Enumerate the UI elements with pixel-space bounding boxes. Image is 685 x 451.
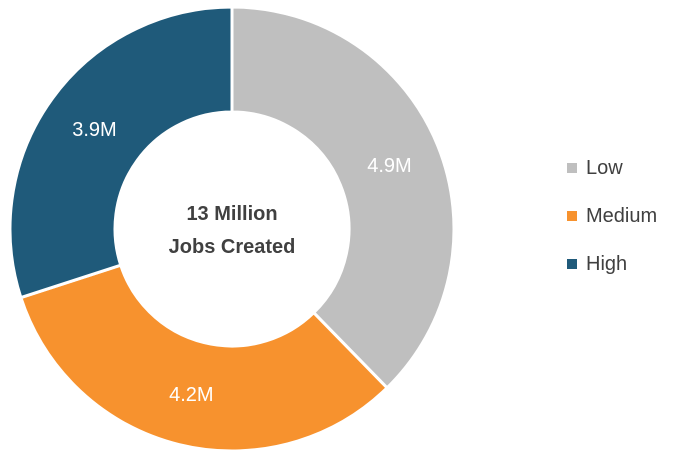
legend-item-high: High — [567, 252, 657, 276]
legend-label-high: High — [586, 252, 628, 275]
legend-item-low: Low — [567, 156, 657, 180]
slice-medium — [18, 263, 390, 451]
legend-label-low: Low — [586, 156, 623, 179]
legend-label-medium: Medium — [586, 204, 658, 227]
slice-labels: 4.9M 4.2M 3.9M — [72, 119, 411, 406]
slice-label-high: 3.9M — [72, 119, 116, 141]
slice-label-medium: 4.2M — [169, 384, 213, 406]
legend-swatch-medium — [567, 211, 577, 221]
slice-label-low: 4.9M — [367, 155, 411, 177]
center-label-line-1: 13 Million — [186, 203, 277, 225]
center-label-line-2: Jobs Created — [169, 236, 296, 258]
legend-swatch-low — [567, 163, 577, 173]
legend: Low Medium High — [567, 156, 657, 300]
donut-slices — [8, 5, 456, 451]
legend-item-medium: Medium — [567, 204, 657, 228]
legend-swatch-high — [567, 259, 577, 269]
slice-high — [8, 5, 234, 300]
slice-low — [230, 5, 456, 390]
